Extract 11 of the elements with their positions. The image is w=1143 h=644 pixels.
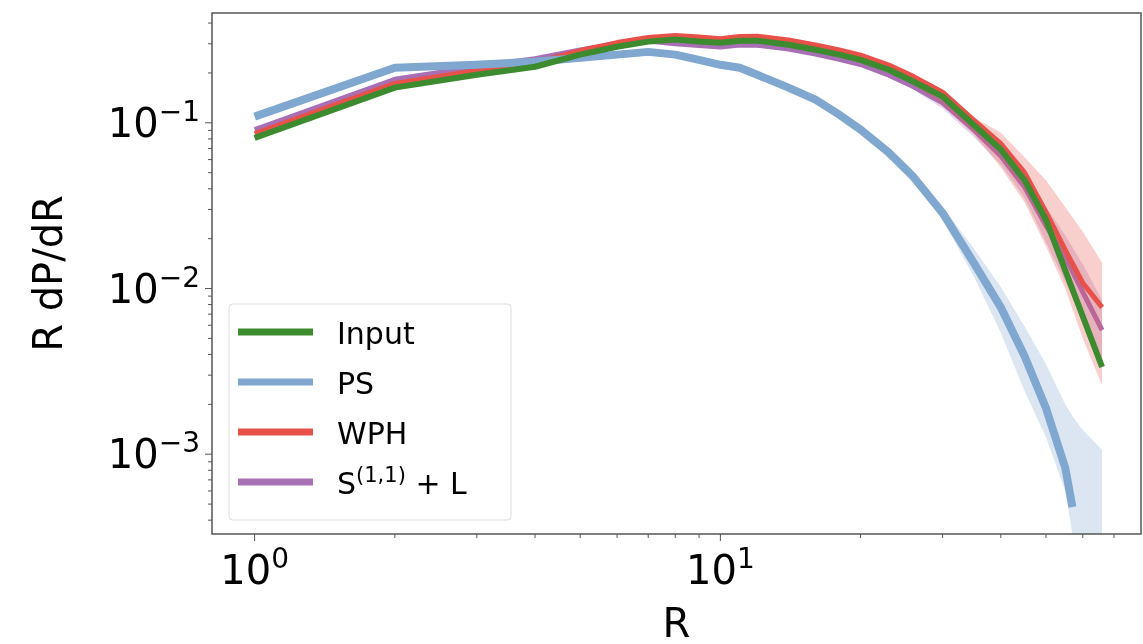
x-tick-label: 10$^{1}$ [686, 541, 755, 593]
y-tick-label: 10$^{−2}$ [107, 260, 200, 312]
legend-label: Input [337, 316, 415, 351]
y-tick-label: 10$^{−1}$ [107, 94, 200, 146]
x-tick-label: 10$^{0}$ [220, 541, 289, 593]
legend-label: S$^{(1,1)}$ + L [337, 463, 468, 501]
y-tick-label: 10$^{−3}$ [107, 425, 200, 478]
x-axis-title: R [662, 600, 691, 644]
legend-label: WPH [337, 416, 408, 451]
legend-label: PS [337, 366, 375, 401]
y-axis-title: R dP/dR [25, 195, 71, 352]
